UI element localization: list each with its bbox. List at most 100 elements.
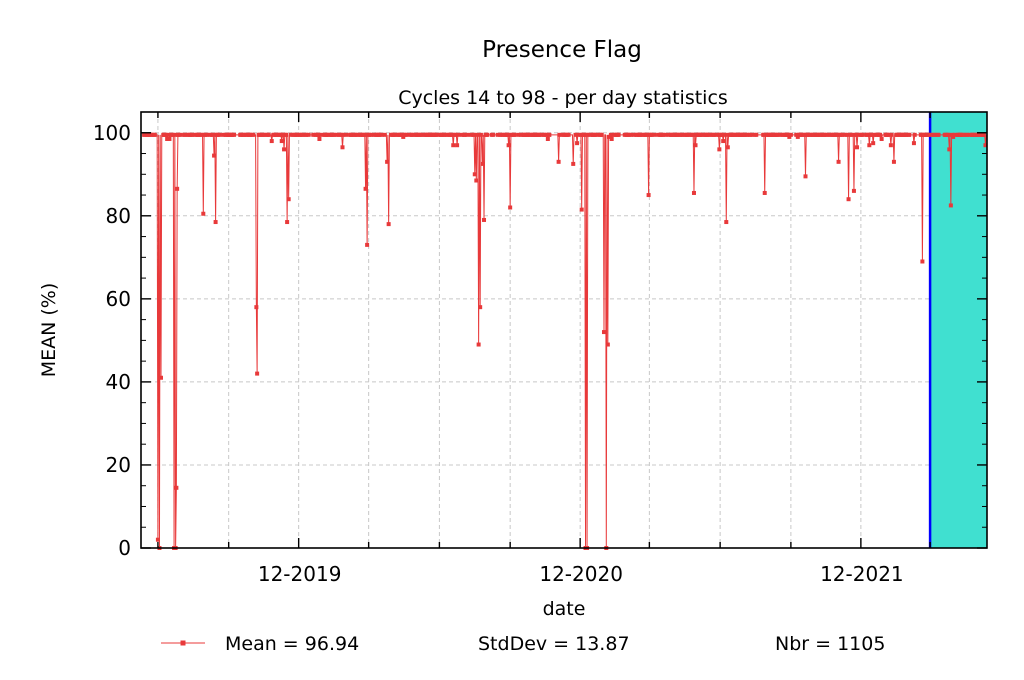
data-point (546, 137, 550, 141)
data-point (871, 141, 875, 145)
grid-layer (141, 112, 987, 548)
data-point (285, 220, 289, 224)
data-point (287, 197, 291, 201)
x-tick-label: 12-2019 (258, 562, 342, 586)
data-point (617, 133, 621, 137)
data-point (480, 162, 484, 166)
data-point (365, 243, 369, 247)
data-point (890, 133, 894, 137)
data-point (451, 143, 455, 147)
data-point (920, 259, 924, 263)
data-point (867, 143, 871, 147)
data-point (513, 133, 517, 137)
plot-area: 0 20 40 60 80 100 12-2019 12-2020 12-2021 (93, 112, 988, 586)
data-point (383, 133, 387, 137)
chart-title: Presence Flag (482, 37, 642, 63)
legend: Mean = 96.94 StdDev = 13.87 Nbr = 1105 (161, 633, 885, 655)
data-point (789, 133, 793, 137)
data-point (721, 139, 725, 143)
legend-nbr-label: Nbr = 1105 (775, 633, 885, 655)
data-point (254, 305, 258, 309)
data-point (482, 218, 486, 222)
data-point (217, 133, 221, 137)
data-point (575, 141, 579, 145)
data-point (600, 133, 604, 137)
data-point (547, 133, 551, 137)
data-point (508, 206, 512, 210)
data-point (653, 133, 657, 137)
data-point (478, 305, 482, 309)
data-point (507, 143, 511, 147)
series-mean (142, 133, 987, 550)
data-point (947, 147, 951, 151)
data-point (491, 133, 495, 137)
y-tick-label: 100 (93, 121, 131, 145)
data-point (232, 133, 236, 137)
data-point (754, 133, 758, 137)
y-tick-label: 40 (106, 370, 131, 394)
data-point (763, 191, 767, 195)
data-point (153, 133, 157, 137)
data-point (860, 133, 864, 137)
data-point (889, 143, 893, 147)
data-point (610, 137, 614, 141)
data-point (912, 141, 916, 145)
legend-mean-label: Mean = 96.94 (225, 633, 359, 655)
data-point (880, 137, 884, 141)
data-point (850, 133, 854, 137)
data-point (472, 133, 476, 137)
data-point (174, 486, 178, 490)
data-point (270, 139, 274, 143)
data-point (477, 343, 481, 347)
data-point (455, 143, 459, 147)
data-point (937, 133, 941, 137)
plot-frame (141, 112, 987, 548)
data-point (307, 133, 311, 137)
data-point (284, 133, 288, 137)
data-point (803, 174, 807, 178)
highlight-region (930, 112, 987, 548)
data-point (855, 145, 859, 149)
data-point (717, 147, 721, 151)
data-point (457, 133, 461, 137)
data-point (405, 133, 409, 137)
data-point (724, 220, 728, 224)
data-point (892, 160, 896, 164)
x-tick-label: 12-2021 (820, 562, 904, 586)
data-point (474, 179, 478, 183)
data-point (647, 193, 651, 197)
data-point (567, 133, 571, 137)
data-point (344, 133, 348, 137)
data-point (282, 147, 286, 151)
data-point (341, 145, 345, 149)
data-point (212, 154, 216, 158)
data-point (251, 133, 255, 137)
data-point (949, 203, 953, 207)
data-point (852, 189, 856, 193)
y-tick-label: 80 (106, 204, 131, 228)
data-point (178, 133, 182, 137)
legend-mean-marker (181, 641, 186, 646)
data-point (907, 133, 911, 137)
data-point (479, 133, 483, 137)
data-point (280, 139, 284, 143)
series-layer (142, 133, 987, 550)
data-point (837, 160, 841, 164)
data-point (317, 137, 321, 141)
data-point (387, 222, 391, 226)
data-point (571, 162, 575, 166)
data-point (465, 133, 469, 137)
y-tick-label: 60 (106, 287, 131, 311)
data-point (214, 220, 218, 224)
data-point (485, 133, 489, 137)
data-point (267, 133, 271, 137)
data-point (175, 187, 179, 191)
data-point (201, 212, 205, 216)
data-point (167, 137, 171, 141)
data-point (845, 133, 849, 137)
data-point (726, 145, 730, 149)
data-point (364, 187, 368, 191)
data-point (473, 172, 477, 176)
y-axis-label: MEAN (%) (38, 283, 60, 378)
chart-subtitle: Cycles 14 to 98 - per day statistics (398, 87, 728, 109)
